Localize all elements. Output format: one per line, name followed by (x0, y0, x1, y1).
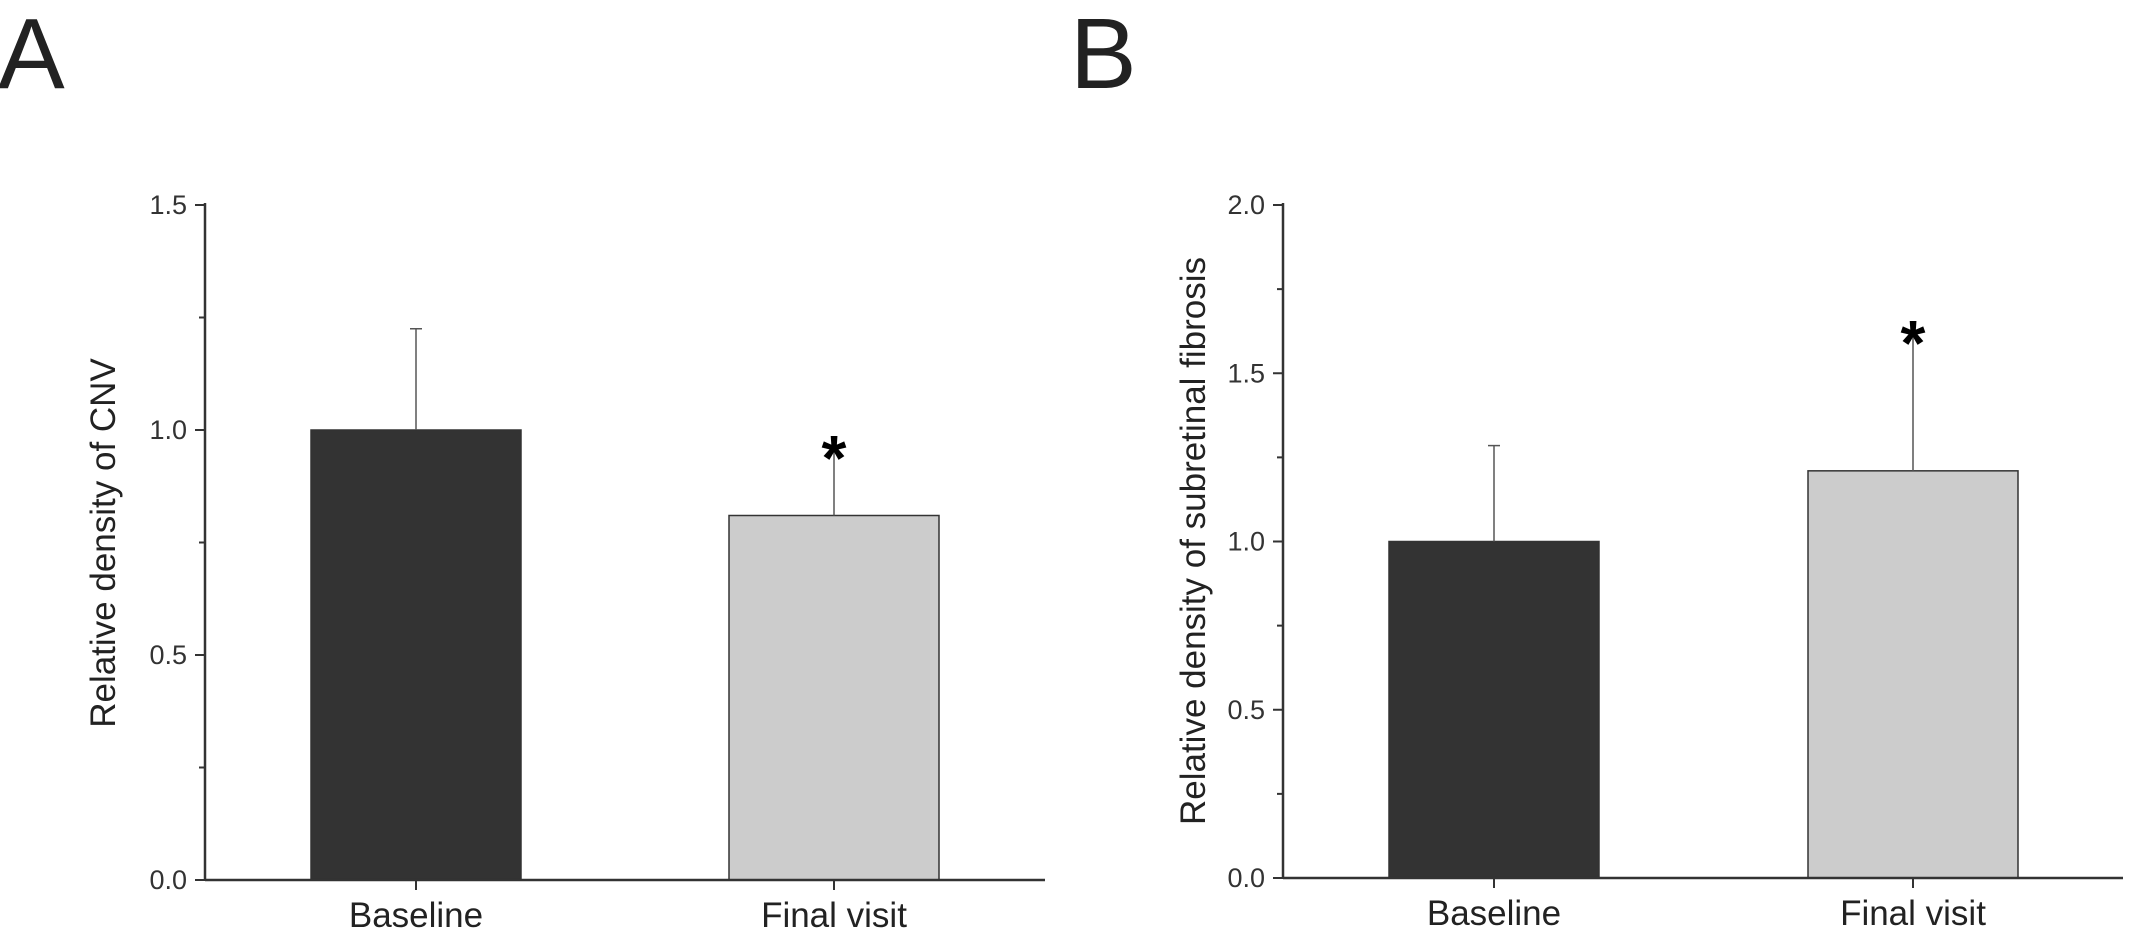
bar-final-visit (1807, 470, 2019, 879)
x-tick-label: Final visit (761, 896, 907, 935)
chart-panel-b: B * 0.0 0.5 1.0 1.5 2.0 Baseline Final visit Rela… (1070, 0, 2123, 933)
x-tick-label: Baseline (1427, 894, 1561, 933)
bar-baseline (310, 429, 522, 881)
chart-panel-a: A * 0.0 0.5 1.0 1.5 Baseline Final visit Relativ… (0, 0, 1045, 935)
y-tick-label: 1.5 (1227, 358, 1265, 388)
y-axis-title: Relative density of CNV (84, 358, 123, 728)
x-tick-label: Final visit (1840, 894, 1986, 933)
panel-letter: A (0, 0, 65, 110)
x-tick-label: Baseline (349, 896, 483, 935)
y-tick-label: 2.0 (1227, 190, 1265, 220)
bar-final-visit (728, 514, 940, 881)
y-tick-label: 0.5 (1227, 695, 1265, 725)
bar-baseline (1388, 540, 1600, 879)
significance-marker: * (822, 422, 847, 494)
y-tick-label: 1.0 (149, 415, 187, 445)
y-tick-label: 1.0 (1227, 527, 1265, 557)
y-axis-title: Relative density of subretinal fibrosis (1174, 257, 1213, 825)
y-tick-label: 0.5 (149, 640, 187, 670)
y-tick-label: 0.0 (1227, 863, 1265, 893)
panel-letter: B (1070, 0, 1137, 110)
significance-marker: * (1901, 307, 1926, 379)
y-tick-label: 0.0 (149, 865, 187, 895)
y-tick-label: 1.5 (149, 190, 187, 220)
